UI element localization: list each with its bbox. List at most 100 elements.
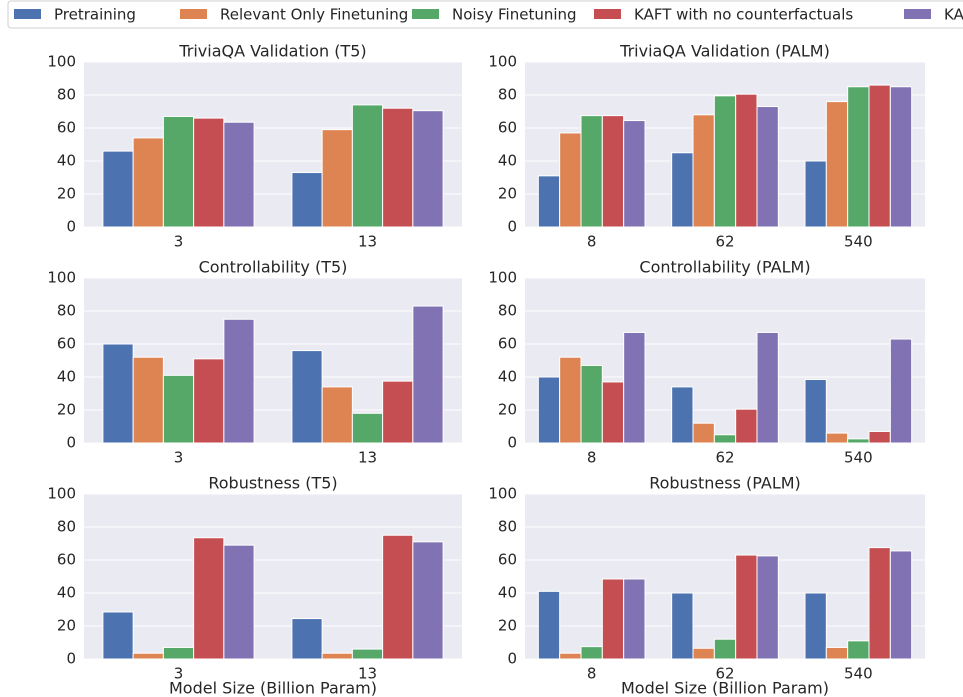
bar (692, 422, 715, 444)
bar (291, 350, 323, 444)
x-tick-label: 3 (174, 449, 184, 467)
bar (580, 115, 603, 228)
y-tick-label: 100 (488, 53, 517, 71)
bar (193, 358, 225, 444)
legend-label: Pretraining (54, 6, 136, 24)
bar (412, 305, 444, 444)
bar (223, 318, 255, 444)
x-axis-label: Model Size (Billion Param) (621, 679, 829, 697)
y-tick-label: 0 (66, 650, 76, 668)
y-tick-label: 0 (66, 218, 76, 236)
bar (713, 95, 737, 228)
bar (162, 646, 195, 660)
bar (223, 544, 255, 660)
bar (623, 120, 646, 228)
y-tick-label: 100 (488, 269, 517, 287)
x-tick-label: 3 (174, 233, 184, 251)
bar (671, 386, 694, 444)
legend-swatch (412, 9, 439, 19)
y-tick-label: 100 (47, 53, 76, 71)
bar (692, 647, 715, 660)
bar (382, 534, 414, 660)
bar (601, 115, 625, 228)
x-tick-label: 540 (844, 449, 873, 467)
bar (537, 376, 561, 444)
bar (671, 152, 694, 228)
y-tick-label: 80 (498, 302, 517, 320)
y-tick-label: 20 (57, 617, 76, 635)
chart-title: Robustness (T5) (208, 474, 337, 493)
bar (889, 338, 913, 444)
x-tick-label: 8 (587, 665, 597, 683)
y-tick-label: 0 (66, 434, 76, 452)
bar (692, 114, 715, 228)
legend-swatch (14, 9, 41, 19)
bar (868, 430, 891, 444)
y-tick-label: 80 (57, 86, 76, 104)
bar (291, 172, 323, 228)
legend-label: Noisy Finetuning (452, 6, 577, 24)
y-tick-label: 0 (507, 218, 517, 236)
bar (537, 175, 561, 228)
y-tick-label: 60 (498, 551, 517, 569)
x-tick-label: 3 (174, 665, 184, 683)
y-tick-label: 20 (57, 401, 76, 419)
bar (847, 86, 870, 228)
bar (889, 86, 913, 228)
bar (162, 374, 195, 444)
bar (601, 381, 625, 444)
y-tick-label: 40 (57, 584, 76, 602)
plot-area (525, 494, 925, 659)
bar (537, 590, 561, 660)
bar (559, 356, 582, 444)
bar (193, 117, 225, 228)
bar (735, 93, 758, 228)
bar (713, 434, 737, 444)
chart-title: Controllability (T5) (199, 258, 348, 277)
bar (804, 592, 827, 660)
bar (223, 121, 255, 228)
bar (756, 555, 779, 660)
y-tick-label: 100 (47, 485, 76, 503)
bar (804, 160, 827, 228)
legend-swatch (904, 9, 931, 19)
bar (735, 554, 758, 660)
x-tick-label: 13 (358, 233, 377, 251)
y-tick-label: 20 (498, 401, 517, 419)
bar (580, 364, 603, 444)
x-tick-label: 540 (844, 233, 873, 251)
y-tick-label: 80 (498, 86, 517, 104)
bar (351, 104, 384, 228)
bar (291, 618, 323, 660)
bar (671, 592, 694, 660)
bar (382, 107, 414, 228)
bar (132, 652, 164, 660)
bar (889, 550, 913, 660)
bar (132, 137, 164, 228)
bar (102, 150, 134, 228)
y-tick-label: 40 (498, 152, 517, 170)
bar (601, 578, 625, 660)
y-tick-label: 20 (498, 617, 517, 635)
y-tick-label: 80 (57, 302, 76, 320)
x-tick-label: 8 (587, 449, 597, 467)
bar (382, 380, 414, 444)
y-tick-label: 60 (57, 551, 76, 569)
y-tick-label: 80 (498, 518, 517, 536)
bar (868, 547, 891, 660)
legend-swatch (180, 9, 207, 19)
bar (351, 648, 384, 660)
y-tick-label: 60 (498, 119, 517, 137)
legend-label: KAFT (944, 6, 963, 24)
legend-label: KAFT with no counterfactuals (634, 6, 853, 24)
bar (756, 331, 779, 444)
bar (559, 132, 582, 228)
bar (559, 652, 582, 660)
y-tick-label: 40 (57, 152, 76, 170)
bar (825, 101, 849, 228)
x-tick-label: 13 (358, 449, 377, 467)
bar (847, 438, 870, 444)
bar (162, 115, 195, 228)
bar (868, 84, 891, 228)
